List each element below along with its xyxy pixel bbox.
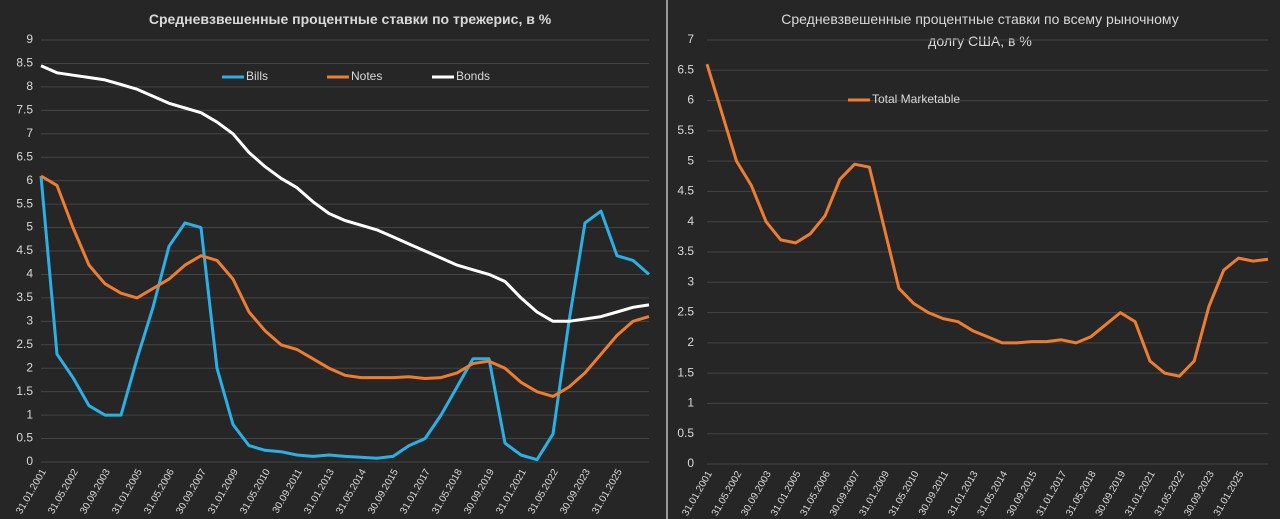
y-tick-label: 5 xyxy=(687,153,694,167)
data-line xyxy=(39,175,650,462)
data-line xyxy=(40,174,650,398)
x-tick-label: 31.05.2006 xyxy=(142,467,177,516)
y-tick-label: 6 xyxy=(26,173,33,187)
y-tick-label: 8 xyxy=(26,79,33,93)
x-tick-label: 30.09.2003 xyxy=(78,467,113,516)
y-tick-label: 1.5 xyxy=(677,365,694,379)
y-tick-label: 2.5 xyxy=(16,337,33,351)
legend-label: Notes xyxy=(351,69,382,83)
y-tick-label: 2 xyxy=(687,335,694,349)
x-tick-label: 30.09.2019 xyxy=(462,467,497,516)
y-tick-label: 7 xyxy=(687,32,694,46)
y-tick-label: 8.5 xyxy=(16,56,33,70)
y-tick-label: 2.5 xyxy=(677,305,694,319)
y-tick-label: 6 xyxy=(687,93,694,107)
x-tick-label: 31.01.2005 xyxy=(110,467,145,516)
y-tick-label: 1.5 xyxy=(16,384,33,398)
x-tick-label: 30.09.2023 xyxy=(558,467,593,516)
y-tick-label: 3 xyxy=(687,274,694,288)
x-tick-label: 31.01.2001 xyxy=(14,467,49,516)
y-tick-label: 4 xyxy=(687,214,694,228)
y-tick-label: 0.5 xyxy=(677,426,694,440)
legend-label: Total Marketable xyxy=(872,92,960,106)
x-tick-label: 31.05.2018 xyxy=(430,467,465,516)
data-line xyxy=(705,63,1269,378)
y-tick-label: 6.5 xyxy=(677,62,694,76)
chart-title: Средневзвешенные процентные ставки по вс… xyxy=(781,11,1179,49)
y-tick-label: 5.5 xyxy=(677,123,694,137)
y-tick-label: 3.5 xyxy=(677,244,694,258)
y-tick-label: 1 xyxy=(26,407,33,421)
y-tick-label: 5.5 xyxy=(16,196,33,210)
y-tick-label: 3 xyxy=(26,314,33,328)
x-tick-label: 30.09.2011 xyxy=(917,469,951,518)
y-tick-label: 6.5 xyxy=(16,149,33,163)
x-tick-label: 31.01.2021 xyxy=(494,467,529,516)
y-tick-label: 5 xyxy=(26,220,33,234)
y-tick-label: 3.5 xyxy=(16,290,33,304)
x-tick-label: 30.09.2015 xyxy=(366,467,401,516)
y-tick-label: 0.5 xyxy=(16,431,33,445)
y-tick-label: 2 xyxy=(26,360,33,374)
x-tick-label: 30.09.2007 xyxy=(174,467,209,516)
x-tick-label: 31.05.2002 xyxy=(46,467,81,516)
x-tick-label: 30.09.2011 xyxy=(271,467,305,516)
x-tick-label: 31.01.2009 xyxy=(206,467,241,516)
y-tick-label: 0 xyxy=(26,454,33,468)
y-tick-label: 7.5 xyxy=(16,103,33,117)
x-tick-label: 31.05.2022 xyxy=(526,467,561,516)
x-tick-label: 31.01.2025 xyxy=(1212,469,1247,518)
x-tick-label: 31.01.2013 xyxy=(302,467,337,516)
x-tick-label: 31.05.2014 xyxy=(334,467,369,516)
x-tick-label: 31.01.2017 xyxy=(398,467,433,516)
legend-label: Bonds xyxy=(456,69,490,83)
y-tick-label: 9 xyxy=(26,32,33,46)
y-tick-label: 0 xyxy=(687,456,694,470)
y-tick-label: 7 xyxy=(26,126,33,140)
y-tick-label: 4.5 xyxy=(677,184,694,198)
x-tick-label: 31.01.2025 xyxy=(590,467,625,516)
data-line xyxy=(40,64,650,323)
chart-title: Средневзвешенные процентные ставки по тр… xyxy=(148,11,552,27)
y-tick-label: 4.5 xyxy=(16,243,33,257)
y-tick-label: 4 xyxy=(26,267,33,281)
y-tick-label: 1 xyxy=(687,396,694,410)
x-tick-label: 31.05.2010 xyxy=(238,467,273,516)
legend-label: Bills xyxy=(246,69,268,83)
